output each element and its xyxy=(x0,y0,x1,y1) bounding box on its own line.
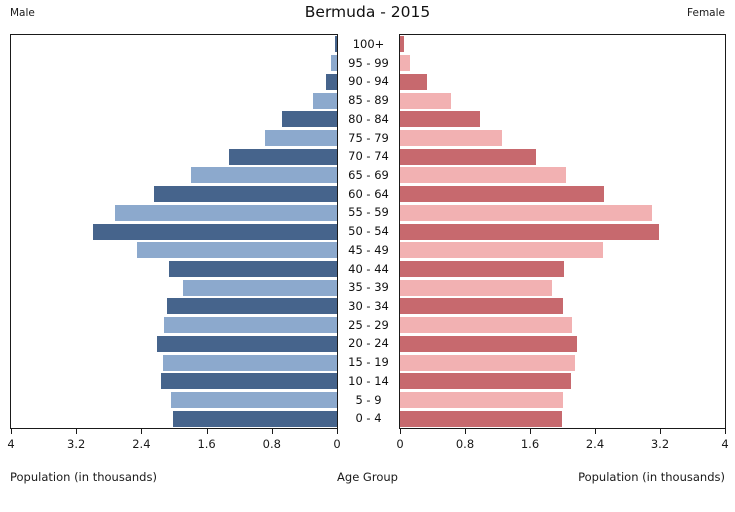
age-label-65-69: 65 - 69 xyxy=(348,168,389,182)
female-tick-2.4-label: 2.4 xyxy=(585,437,605,451)
male-bar-45-49 xyxy=(136,242,337,259)
male-tick-1.6-mark xyxy=(206,429,208,434)
male-tick-2.4-mark xyxy=(141,429,143,434)
male-bar-90-94 xyxy=(325,73,337,90)
male-bar-15-19 xyxy=(162,354,337,371)
age-label-20-24: 20 - 24 xyxy=(348,336,389,351)
male-side-label: Male xyxy=(10,7,35,19)
female-bar-45-49 xyxy=(400,242,604,259)
age-label-10-14: 10 - 14 xyxy=(348,373,389,388)
female-bar-40-44 xyxy=(400,260,565,277)
male-bar-30-34 xyxy=(166,298,337,315)
male-bar-5-9 xyxy=(170,391,337,408)
male-bar-100plus xyxy=(335,36,337,53)
female-bar-60-64 xyxy=(400,186,604,203)
age-label-0-4: 0 - 4 xyxy=(355,411,382,426)
female-bar-5-9 xyxy=(400,391,564,408)
female-bar-85-89 xyxy=(400,92,452,109)
age-label-45-49: 45 - 49 xyxy=(348,242,389,257)
chart-title: Bermuda - 2015 xyxy=(304,3,431,21)
male-tick-3.2-mark xyxy=(76,429,78,434)
age-label-15-19: 15 - 19 xyxy=(348,355,389,370)
age-label-100plus: 100+ xyxy=(352,37,385,51)
female-tick-0-mark xyxy=(400,429,401,434)
male-tick-0.8-label: 0.8 xyxy=(262,437,281,451)
male-tick-4-label: 4 xyxy=(7,437,15,451)
male-bar-80-84 xyxy=(282,111,337,128)
female-bar-55-59 xyxy=(400,204,652,221)
male-bar-75-79 xyxy=(265,129,337,146)
male-bar-35-39 xyxy=(183,279,337,296)
female-tick-1.6-mark xyxy=(530,429,531,434)
female-bar-10-14 xyxy=(400,373,572,390)
male-bar-55-59 xyxy=(114,204,337,221)
female-bar-30-34 xyxy=(400,298,563,315)
age-label-25-29: 25 - 29 xyxy=(348,317,389,332)
age-label-75-79: 75 - 79 xyxy=(348,130,389,145)
male-tick-0-label: 0 xyxy=(333,437,341,451)
male-bar-85-89 xyxy=(312,92,337,109)
female-tick-0.8-label: 0.8 xyxy=(455,437,475,451)
female-bar-65-69 xyxy=(400,167,566,184)
age-label-35-39: 35 - 39 xyxy=(348,280,389,295)
male-axis-caption: Population (in thousands) xyxy=(10,470,157,484)
female-bar-95-99 xyxy=(400,55,410,72)
age-label-30-34: 30 - 34 xyxy=(348,299,389,313)
male-tick-4-mark xyxy=(11,429,12,434)
male-tick-2.4-label: 2.4 xyxy=(132,437,151,451)
female-bar-80-84 xyxy=(400,111,481,128)
male-bar-40-44 xyxy=(169,260,337,277)
male-tick-0.8-mark xyxy=(271,429,273,434)
female-side-label: Female xyxy=(687,7,725,19)
female-tick-3.2-label: 3.2 xyxy=(650,437,670,451)
age-label-55-59: 55 - 59 xyxy=(348,205,389,220)
female-bar-35-39 xyxy=(400,279,552,296)
female-bar-70-74 xyxy=(400,148,536,165)
age-label-60-64: 60 - 64 xyxy=(348,186,389,201)
male-bar-25-29 xyxy=(164,317,337,334)
male-tick-1.6-label: 1.6 xyxy=(197,437,216,451)
female-tick-3.2-mark xyxy=(660,429,661,434)
age-label-5-9: 5 - 9 xyxy=(355,392,382,407)
male-bar-95-99 xyxy=(331,55,337,72)
female-bar-15-19 xyxy=(400,354,575,371)
female-axis-caption: Population (in thousands) xyxy=(578,470,725,484)
age-label-70-74: 70 - 74 xyxy=(348,149,389,164)
male-tick-0-mark xyxy=(337,429,338,434)
age-label-85-89: 85 - 89 xyxy=(348,93,389,108)
age-label-50-54: 50 - 54 xyxy=(348,224,389,239)
female-tick-1.6-label: 1.6 xyxy=(520,437,540,451)
age-label-80-84: 80 - 84 xyxy=(348,111,389,126)
age-group-caption: Age Group xyxy=(337,470,398,484)
female-tick-4-label: 4 xyxy=(721,437,729,451)
male-bar-50-54 xyxy=(92,223,337,240)
female-bar-25-29 xyxy=(400,317,573,334)
female-bar-0-4 xyxy=(400,410,562,427)
male-bar-0-4 xyxy=(173,410,337,427)
female-tick-2.4-mark xyxy=(595,429,596,434)
female-bar-75-79 xyxy=(400,129,502,146)
female-tick-0.8-mark xyxy=(465,429,466,434)
female-tick-0-label: 0 xyxy=(396,437,404,451)
male-bar-20-24 xyxy=(156,335,337,352)
female-bar-100plus xyxy=(400,36,405,53)
age-label-95-99: 95 - 99 xyxy=(348,55,389,70)
male-bar-10-14 xyxy=(161,373,337,390)
female-tick-4-mark xyxy=(725,429,726,434)
age-label-40-44: 40 - 44 xyxy=(348,261,389,276)
female-bar-20-24 xyxy=(400,335,578,352)
male-bar-60-64 xyxy=(153,186,337,203)
age-label-90-94: 90 - 94 xyxy=(348,74,389,89)
male-bar-65-69 xyxy=(191,167,337,184)
female-bar-90-94 xyxy=(400,73,427,90)
male-tick-3.2-label: 3.2 xyxy=(67,437,86,451)
female-bar-50-54 xyxy=(400,223,660,240)
male-bar-70-74 xyxy=(228,148,337,165)
